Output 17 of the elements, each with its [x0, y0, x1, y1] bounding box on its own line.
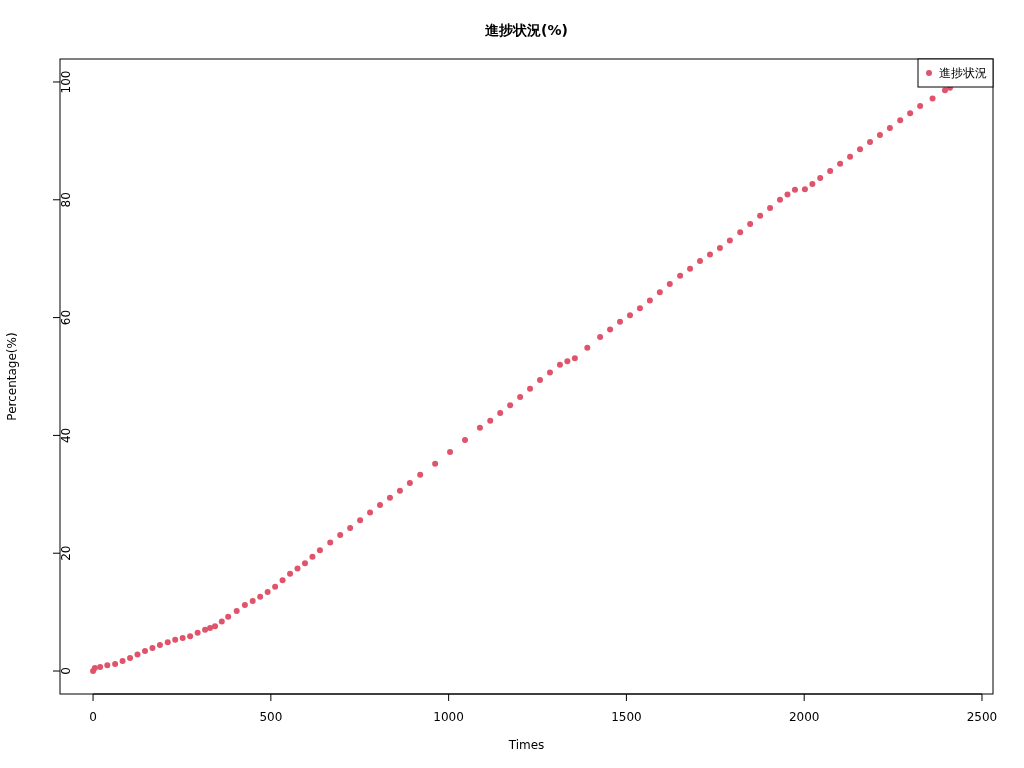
y-tick-label: 80: [59, 192, 73, 208]
x-tick-label: 500: [259, 710, 283, 724]
x-tick-label: 0: [89, 710, 97, 724]
legend: 進捗状況: [917, 58, 994, 88]
x-tick-label: 1000: [433, 710, 464, 724]
y-tick-label: 60: [59, 309, 73, 326]
chart-title: 進捗状況(%): [484, 22, 568, 38]
legend-label: 進捗状況: [939, 66, 987, 80]
y-tick-label: 100: [59, 70, 73, 94]
y-tick-label: 0: [59, 667, 73, 675]
x-tick-label: 2000: [788, 710, 820, 724]
x-tick-label: 1500: [611, 710, 642, 724]
y-tick-label: 40: [59, 427, 73, 444]
y-tick-label: 20: [59, 545, 73, 561]
x-tick-label: 2500: [966, 710, 998, 724]
x-axis-title: Times: [507, 738, 545, 752]
y-axis-title: Percentage(%): [5, 332, 19, 421]
